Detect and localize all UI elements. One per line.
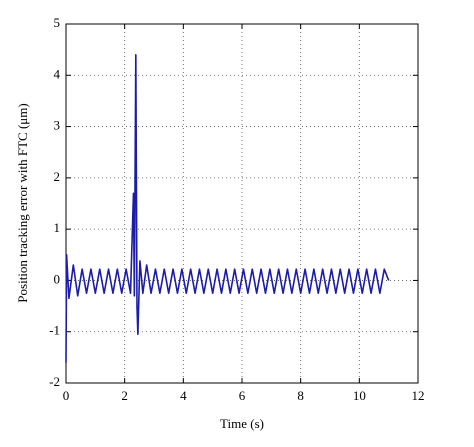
y-tick-label: 1 [54,220,61,235]
x-tick-label: 8 [297,388,304,403]
x-tick-label: 12 [412,388,425,403]
y-tick-label: 2 [54,169,61,184]
data-line [65,53,390,363]
x-tick-label: 2 [121,388,128,403]
y-tick-label: 4 [54,66,61,81]
x-tick-label: 0 [63,388,70,403]
x-axis-label: Time (s) [220,416,264,431]
x-tick-label: 10 [353,388,366,403]
y-tick-label: 3 [54,118,61,133]
y-tick-label: 5 [54,15,61,30]
y-tick-label: 0 [54,271,61,286]
x-tick-label: 6 [239,388,246,403]
y-axis-label: Position tracking error with FTC (μm) [15,103,30,302]
plot-frame [65,23,419,384]
x-tick-label: 4 [180,388,187,403]
y-tick-label: -1 [49,323,60,338]
y-tick-label: -2 [49,374,60,389]
